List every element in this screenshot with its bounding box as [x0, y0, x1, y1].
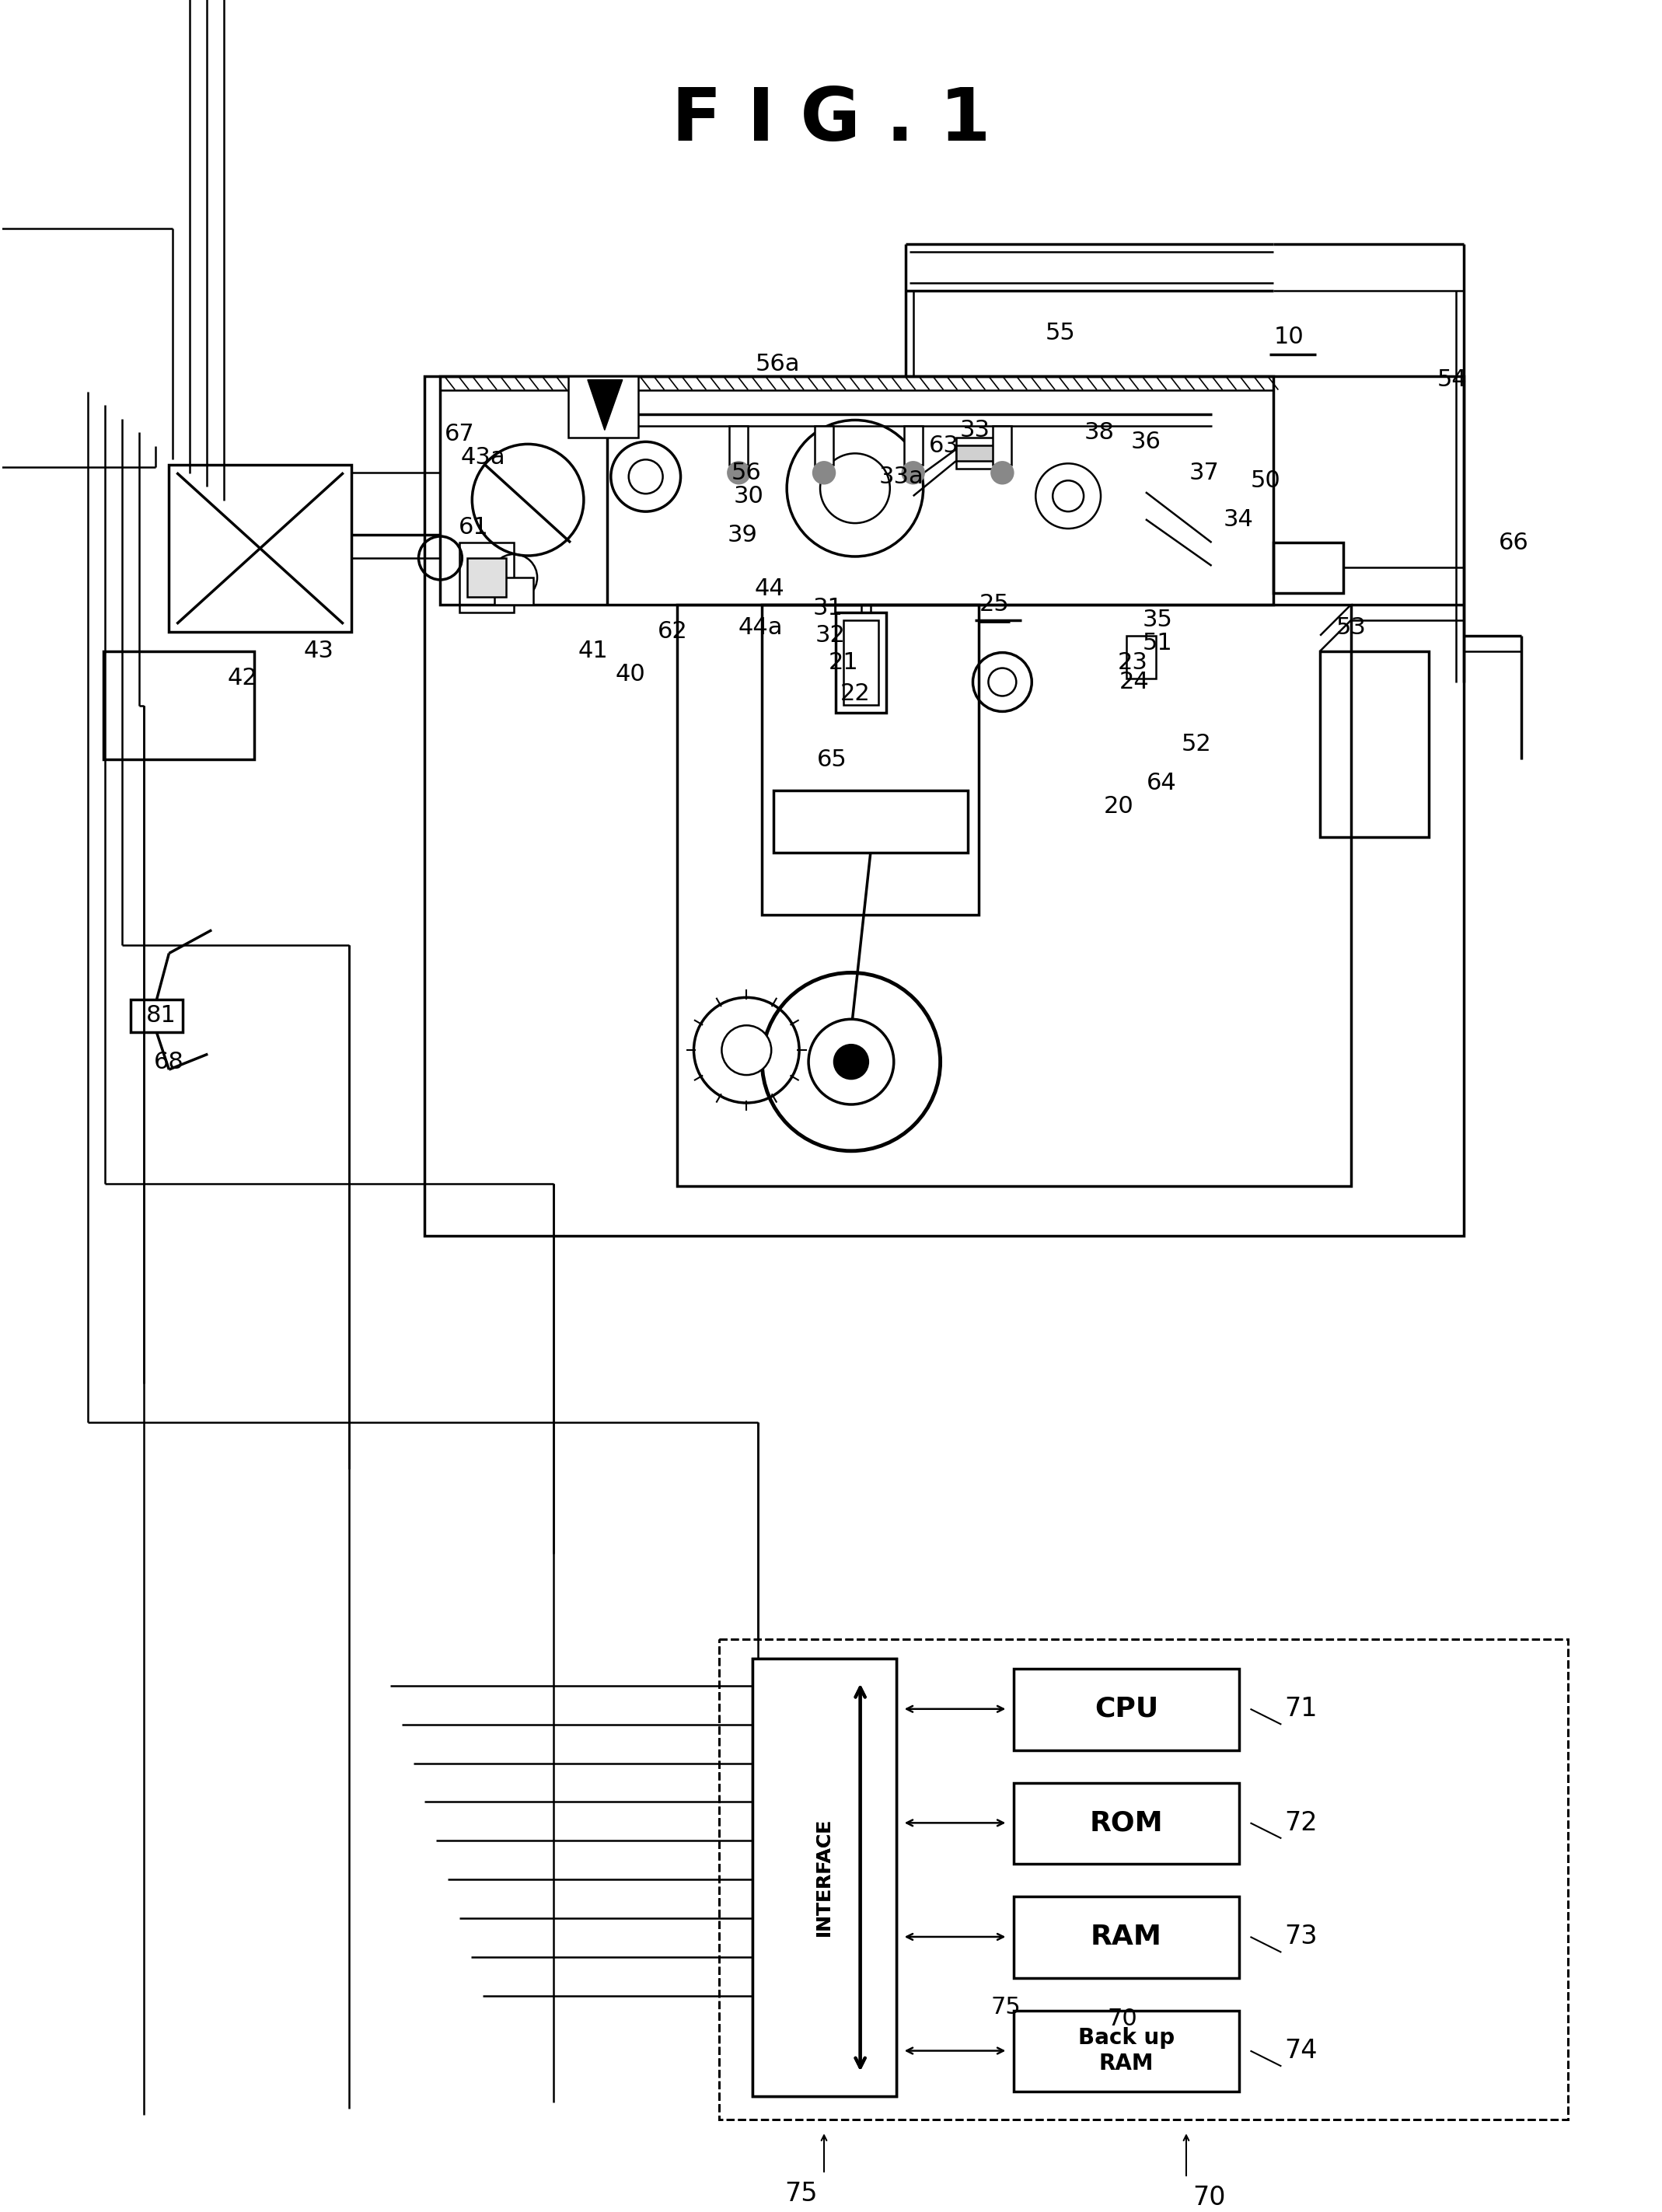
Bar	[720, 1639, 1569, 2119]
Bar	[440, 376, 1273, 604]
Bar	[1014, 2011, 1238, 2093]
Bar	[460, 542, 514, 613]
Text: 42: 42	[228, 666, 258, 690]
Bar	[761, 604, 979, 914]
Text: F I G . 1: F I G . 1	[671, 84, 991, 155]
Bar	[568, 376, 638, 438]
Bar	[676, 604, 1351, 1186]
Bar	[843, 619, 878, 706]
Text: INTERFACE: INTERFACE	[814, 1818, 833, 1936]
Text: 35: 35	[1142, 608, 1172, 630]
Text: 65: 65	[816, 748, 848, 770]
Bar	[720, 1639, 1569, 2119]
Text: CPU: CPU	[1094, 1697, 1158, 1723]
Text: 56a: 56a	[755, 354, 799, 376]
Circle shape	[808, 1020, 894, 1104]
Text: 40: 40	[615, 664, 645, 686]
Text: 62: 62	[658, 619, 688, 644]
Circle shape	[902, 462, 924, 484]
Bar	[992, 427, 1012, 465]
Text: 43a: 43a	[460, 447, 505, 469]
Text: 73: 73	[1285, 1924, 1318, 1949]
Text: 10: 10	[1275, 325, 1305, 349]
Text: 68: 68	[155, 1051, 184, 1073]
Bar	[753, 1659, 896, 2097]
Text: 24: 24	[1119, 670, 1148, 692]
Text: 44: 44	[755, 577, 784, 599]
Text: 38: 38	[1084, 420, 1114, 445]
Text: 75: 75	[991, 1995, 1020, 2020]
Bar	[956, 445, 999, 460]
Bar	[1014, 1783, 1238, 1865]
Text: 50: 50	[1251, 469, 1281, 491]
Polygon shape	[588, 380, 623, 429]
Bar	[730, 427, 748, 465]
Bar	[1014, 1668, 1238, 1750]
Text: 55: 55	[1045, 323, 1075, 345]
Bar	[425, 376, 1464, 1237]
Circle shape	[721, 1026, 771, 1075]
Circle shape	[728, 462, 750, 484]
Text: 71: 71	[1285, 1697, 1318, 1721]
Text: 31: 31	[813, 597, 843, 619]
Text: 44a: 44a	[738, 617, 783, 639]
Text: 53: 53	[1336, 617, 1366, 639]
Text: 25: 25	[979, 593, 1009, 615]
Text: 67: 67	[445, 422, 475, 445]
Bar	[495, 577, 534, 604]
Text: Back up
RAM: Back up RAM	[1079, 2026, 1175, 2075]
Bar	[956, 438, 999, 469]
Text: 20: 20	[1104, 794, 1133, 816]
Text: 34: 34	[1223, 509, 1253, 531]
Text: 43: 43	[304, 639, 334, 661]
Bar	[467, 557, 507, 597]
Text: 72: 72	[1285, 1809, 1318, 1836]
Text: 81: 81	[146, 1004, 176, 1026]
Bar	[1127, 635, 1155, 679]
Text: 75: 75	[784, 2181, 818, 2205]
Text: 66: 66	[1499, 531, 1529, 553]
Text: ROM: ROM	[1090, 1809, 1163, 1836]
Text: 61: 61	[459, 515, 489, 538]
Circle shape	[834, 1044, 868, 1079]
Text: 51: 51	[1142, 633, 1172, 655]
Bar	[836, 613, 886, 712]
Text: 30: 30	[733, 484, 765, 507]
Text: 33a: 33a	[879, 465, 924, 489]
Text: 74: 74	[1285, 2037, 1318, 2064]
Text: 32: 32	[814, 624, 846, 646]
Bar	[773, 790, 967, 852]
Circle shape	[813, 462, 834, 484]
Text: 33: 33	[961, 418, 991, 442]
Bar	[904, 427, 922, 465]
Text: 54: 54	[1438, 369, 1468, 392]
Text: 52: 52	[1182, 732, 1212, 754]
Bar	[130, 1000, 183, 1033]
Text: 39: 39	[728, 524, 758, 546]
Text: 36: 36	[1130, 431, 1160, 453]
Bar	[814, 427, 833, 465]
Bar	[1273, 542, 1343, 593]
Text: 63: 63	[929, 434, 959, 458]
Text: 70: 70	[1193, 2185, 1227, 2210]
Bar	[103, 650, 254, 759]
Circle shape	[992, 462, 1014, 484]
Text: INTERFACE: INTERFACE	[814, 1818, 833, 1936]
Text: 21: 21	[828, 650, 859, 675]
Bar	[753, 1659, 896, 2097]
Text: 37: 37	[1188, 462, 1218, 484]
Text: 41: 41	[578, 639, 608, 661]
Text: 64: 64	[1147, 772, 1177, 794]
Text: 56: 56	[731, 462, 761, 484]
Bar	[1014, 1896, 1238, 1978]
Text: RAM: RAM	[1090, 1924, 1162, 1951]
Text: 23: 23	[1117, 650, 1148, 675]
Bar	[1320, 650, 1429, 836]
Text: 22: 22	[839, 681, 871, 706]
Bar	[170, 465, 351, 633]
Text: 70: 70	[1107, 2008, 1137, 2031]
